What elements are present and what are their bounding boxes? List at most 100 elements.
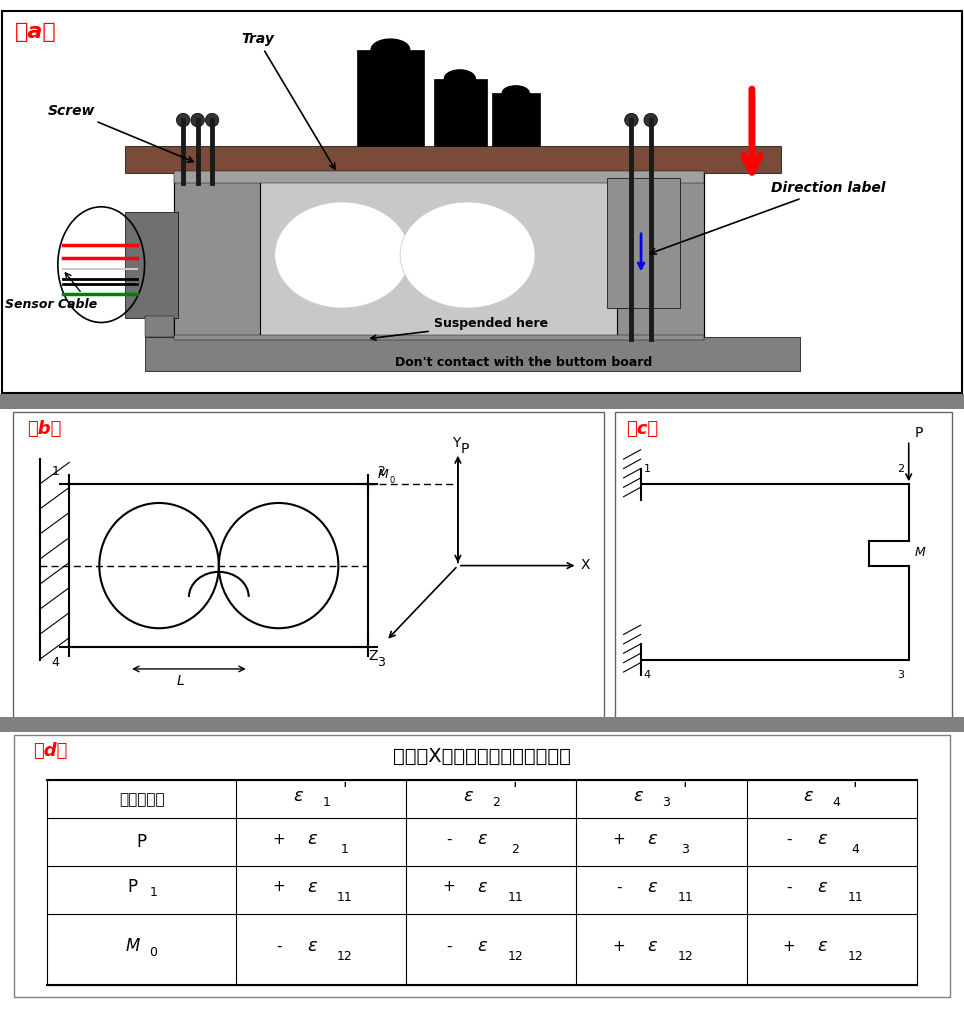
Text: 1: 1 bbox=[341, 843, 349, 855]
Text: +: + bbox=[612, 939, 626, 953]
Bar bbox=[357, 49, 424, 146]
Text: M: M bbox=[377, 468, 388, 481]
Text: Don't contact with the buttom board: Don't contact with the buttom board bbox=[395, 356, 653, 369]
Text: 表１　X方向偏载引起的附加应变: 表１ X方向偏载引起的附加应变 bbox=[393, 746, 571, 766]
Text: P: P bbox=[915, 426, 923, 440]
Text: Tray: Tray bbox=[241, 32, 335, 169]
Text: 1: 1 bbox=[322, 796, 330, 809]
Ellipse shape bbox=[400, 202, 535, 308]
Circle shape bbox=[205, 113, 219, 127]
Text: -: - bbox=[446, 832, 452, 846]
Bar bbox=[125, 212, 178, 318]
Text: Suspended here: Suspended here bbox=[371, 317, 548, 340]
Text: ': ' bbox=[343, 782, 347, 799]
Ellipse shape bbox=[371, 39, 410, 61]
Bar bbox=[125, 146, 781, 173]
Bar bbox=[174, 173, 260, 337]
Text: +: + bbox=[612, 832, 626, 846]
Bar bbox=[174, 335, 704, 339]
Bar bbox=[492, 93, 540, 146]
Text: ε: ε bbox=[647, 878, 656, 896]
Text: Screw: Screw bbox=[48, 104, 194, 162]
Text: ': ' bbox=[513, 782, 518, 799]
Text: 2: 2 bbox=[897, 464, 904, 474]
Ellipse shape bbox=[502, 86, 529, 100]
Text: 0: 0 bbox=[389, 476, 394, 485]
Text: ε: ε bbox=[308, 937, 317, 955]
Text: 2: 2 bbox=[377, 465, 385, 478]
Text: -: - bbox=[616, 880, 622, 895]
Ellipse shape bbox=[275, 202, 410, 308]
Text: 12: 12 bbox=[337, 950, 353, 963]
Text: ε: ε bbox=[477, 830, 487, 848]
Text: -: - bbox=[276, 939, 281, 953]
Text: +: + bbox=[442, 880, 455, 895]
Text: 4: 4 bbox=[644, 671, 651, 681]
Text: L: L bbox=[177, 674, 185, 688]
Text: ε: ε bbox=[817, 937, 827, 955]
Ellipse shape bbox=[444, 70, 475, 87]
Text: 3: 3 bbox=[377, 655, 385, 669]
Text: ε: ε bbox=[308, 878, 317, 896]
Circle shape bbox=[176, 113, 190, 127]
Text: 2: 2 bbox=[511, 843, 519, 855]
Text: Sensor Cable: Sensor Cable bbox=[5, 298, 97, 311]
Text: P: P bbox=[461, 442, 469, 456]
Text: +: + bbox=[783, 939, 795, 953]
Text: 1: 1 bbox=[644, 464, 651, 474]
Text: Y: Y bbox=[452, 435, 460, 449]
Text: ε: ε bbox=[293, 787, 303, 805]
Text: 12: 12 bbox=[678, 950, 693, 963]
Text: -: - bbox=[787, 832, 791, 846]
Text: 11: 11 bbox=[678, 891, 693, 904]
Bar bbox=[145, 337, 800, 371]
Text: ': ' bbox=[853, 782, 857, 799]
Text: 12: 12 bbox=[847, 950, 863, 963]
Text: Direction label: Direction label bbox=[651, 182, 886, 255]
Text: 3: 3 bbox=[662, 796, 670, 809]
Bar bbox=[607, 178, 680, 308]
Text: 11: 11 bbox=[847, 891, 863, 904]
Text: ε: ε bbox=[817, 878, 827, 896]
FancyBboxPatch shape bbox=[2, 11, 962, 393]
Bar bbox=[617, 173, 704, 337]
Text: （a）: （a） bbox=[14, 22, 56, 42]
Text: ε: ε bbox=[633, 787, 643, 805]
Text: ε: ε bbox=[647, 830, 656, 848]
Text: Z: Z bbox=[368, 648, 378, 663]
Bar bbox=[174, 171, 704, 183]
Text: 3: 3 bbox=[897, 671, 904, 681]
Text: 载荷／应变: 载荷／应变 bbox=[120, 792, 165, 807]
Text: P: P bbox=[127, 878, 138, 896]
Bar bbox=[69, 484, 368, 647]
Circle shape bbox=[191, 113, 204, 127]
FancyBboxPatch shape bbox=[13, 412, 604, 719]
FancyBboxPatch shape bbox=[615, 412, 951, 719]
Text: 4: 4 bbox=[851, 843, 859, 855]
Text: （d）: （d） bbox=[33, 742, 67, 761]
Text: 2: 2 bbox=[493, 796, 500, 809]
Text: ': ' bbox=[683, 782, 687, 799]
Text: ε: ε bbox=[463, 787, 472, 805]
Text: M: M bbox=[125, 937, 140, 955]
Text: ε: ε bbox=[803, 787, 813, 805]
Text: +: + bbox=[273, 832, 285, 846]
Text: ε: ε bbox=[647, 937, 656, 955]
Text: 3: 3 bbox=[682, 843, 689, 855]
Text: ε: ε bbox=[308, 830, 317, 848]
Text: P: P bbox=[137, 833, 147, 851]
Circle shape bbox=[625, 113, 638, 127]
Text: ε: ε bbox=[817, 830, 827, 848]
Text: ε: ε bbox=[477, 937, 487, 955]
Text: （b）: （b） bbox=[28, 420, 62, 438]
Text: 1: 1 bbox=[149, 887, 157, 899]
Bar bbox=[145, 316, 174, 337]
FancyBboxPatch shape bbox=[14, 735, 950, 997]
Text: -: - bbox=[446, 939, 452, 953]
Circle shape bbox=[644, 113, 657, 127]
Text: 11: 11 bbox=[507, 891, 522, 904]
Text: 11: 11 bbox=[337, 891, 353, 904]
Text: -: - bbox=[787, 880, 791, 895]
Text: X: X bbox=[580, 558, 590, 572]
Text: （c）: （c） bbox=[627, 420, 658, 438]
